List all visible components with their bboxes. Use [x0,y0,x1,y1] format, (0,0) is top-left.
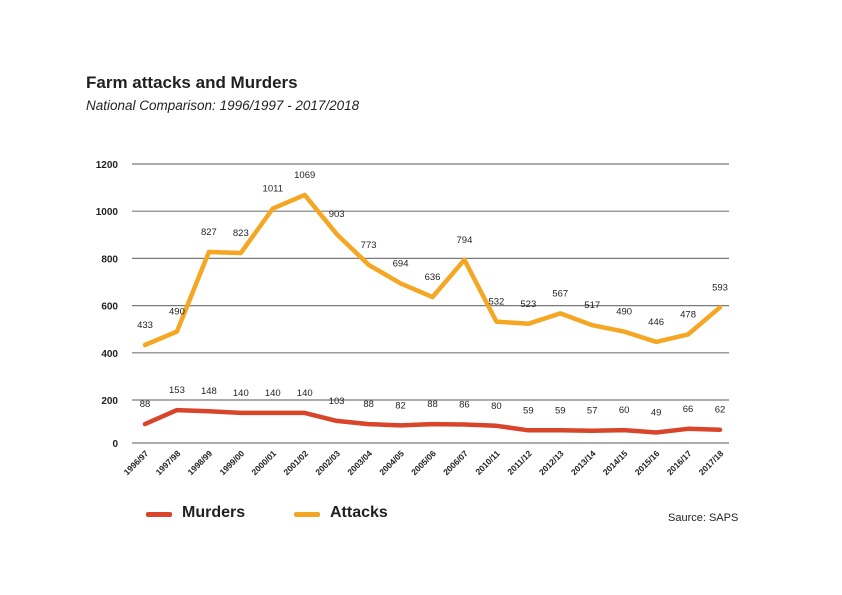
x-tick-label: 2011/12 [505,448,534,477]
data-label-attacks: 433 [137,320,153,331]
data-label-attacks: 773 [361,240,377,251]
x-tick-label: 1998/99 [185,448,214,477]
legend-label-murders: Murders [182,504,246,521]
x-tick-label: 2001/02 [281,448,310,477]
data-label-attacks: 490 [616,307,632,318]
x-tick-label: 2016/17 [665,448,694,477]
data-label-murders: 88 [363,399,374,410]
x-tick-label: 2002/03 [313,448,342,477]
x-tick-label: 2015/16 [633,448,662,477]
x-tick-label: 1996/97 [122,448,151,477]
y-tick-label: 1000 [96,207,119,218]
series-lines [142,192,723,435]
data-label-murders: 88 [427,399,438,410]
data-label-attacks: 593 [712,282,728,293]
y-axis-tick-labels: 1200 1000 800 600 400 200 0 [96,160,119,450]
data-label-murders: 49 [651,407,662,418]
legend-label-attacks: Attacks [330,504,388,521]
source-note: Saurce: SAPS [668,512,739,524]
y-tick-label: 400 [101,349,118,360]
data-label-murders: 59 [555,405,566,416]
data-label-murders: 86 [459,400,470,411]
data-label-murders: 153 [169,385,185,396]
x-tick-label: 1997/98 [154,448,183,477]
data-label-murders: 88 [140,399,151,410]
series-line-murders [142,407,723,435]
data-label-attacks: 1069 [294,170,315,181]
y-tick-label: 200 [101,396,118,407]
data-label-attacks: 1011 [263,184,283,195]
data-label-murders: 103 [329,396,345,407]
data-label-attacks: 903 [329,209,345,220]
data-label-murders: 80 [491,401,502,412]
legend-swatch-murders [146,512,172,517]
data-label-murders: 140 [233,388,249,399]
data-label-murders: 66 [683,404,694,415]
data-label-attacks: 478 [680,309,696,320]
legend-swatch-attacks [294,512,320,517]
data-label-attacks: 694 [393,258,409,269]
y-tick-label: 1200 [96,160,119,171]
x-tick-label: 2004/05 [377,448,406,477]
data-label-murders: 59 [523,405,534,416]
y-tick-label: 800 [101,254,118,265]
y-tick-label: 0 [112,439,118,450]
x-tick-label: 2013/14 [569,448,598,477]
data-label-murders: 140 [265,388,281,399]
grid-lines [132,163,729,444]
data-label-attacks: 532 [488,297,504,308]
data-label-murders: 148 [201,386,217,397]
data-label-murders: 57 [587,406,598,417]
x-tick-label: 2017/18 [697,448,726,477]
x-tick-label: 2005/06 [409,448,438,477]
x-tick-label: 2006/07 [441,448,470,477]
data-label-murders: 140 [297,388,313,399]
data-label-attacks: 794 [457,235,473,246]
data-label-attacks: 446 [648,317,664,328]
x-tick-label: 2000/01 [249,448,278,477]
x-tick-label: 1999/00 [217,448,246,477]
chart-title: Farm attacks and Murders [86,73,298,92]
data-label-attacks: 490 [169,307,185,318]
x-tick-label: 2010/11 [473,448,502,477]
data-label-attacks: 523 [520,299,536,310]
data-label-attacks: 517 [584,300,600,311]
x-tick-label: 2014/15 [601,448,630,477]
data-label-attacks: 827 [201,227,217,238]
chart-subtitle: National Comparison: 1996/1997 - 2017/20… [86,98,360,113]
y-tick-label: 600 [101,302,118,313]
x-tick-label: 2012/13 [537,448,566,477]
data-label-attacks: 636 [425,272,441,283]
series-line-attacks [142,192,723,348]
data-label-attacks: 567 [552,288,568,299]
data-labels: 88 153 148 140 140 140 103 88 82 88 86 80 59 59 57 60 49… [137,170,728,419]
data-label-murders: 60 [619,405,630,416]
data-label-murders: 82 [395,400,406,411]
data-label-attacks: 823 [233,228,249,239]
x-tick-label: 2003/04 [345,448,374,477]
x-axis-tick-labels: 1996/97 1997/98 1998/99 1999/00 2000/01 2001/… [122,448,726,477]
data-label-murders: 62 [715,405,726,416]
